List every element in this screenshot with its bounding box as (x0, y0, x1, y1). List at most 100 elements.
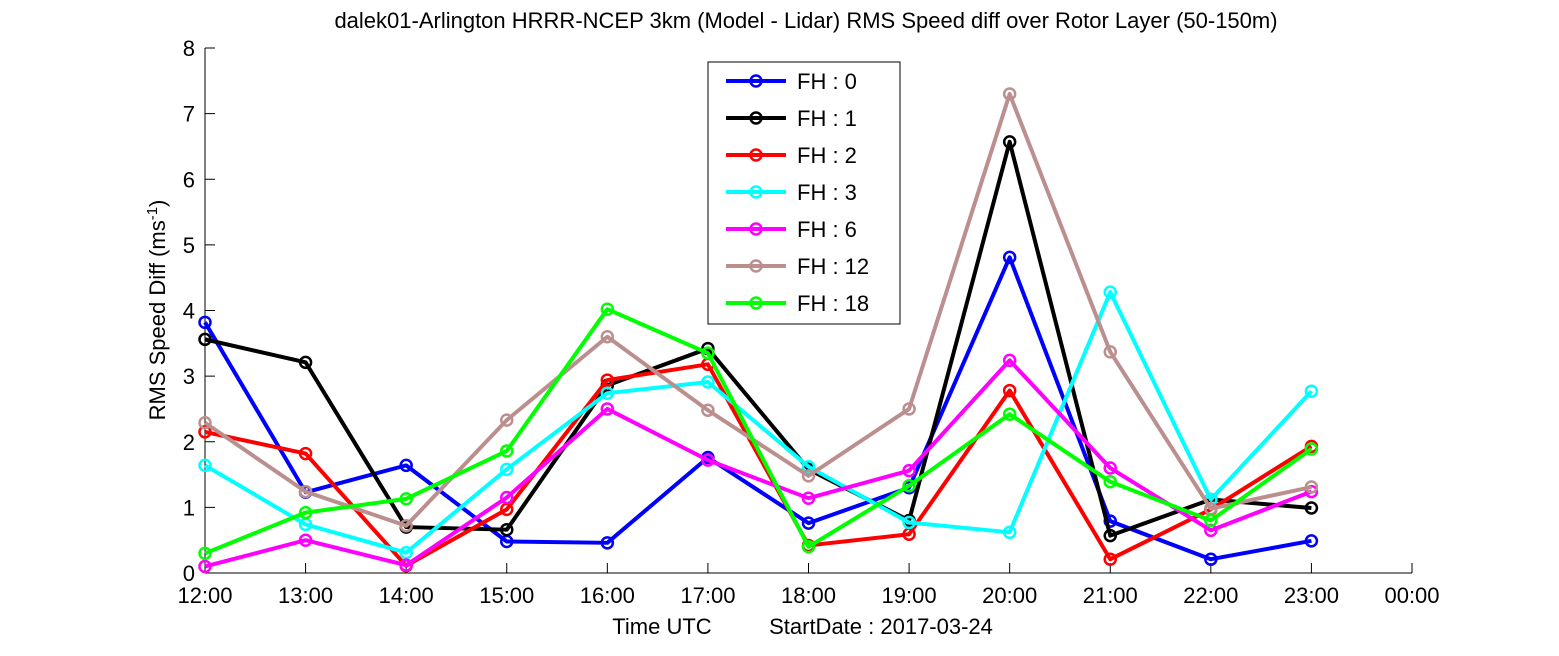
x-tick-label: 14:00 (379, 583, 434, 608)
data-point (600, 330, 615, 344)
data-point (298, 446, 313, 461)
data-point (902, 402, 916, 416)
x-axis-label-startdate: StartDate : 2017-03-24 (769, 614, 993, 639)
legend-marker (749, 222, 763, 236)
x-tick-label: 16:00 (580, 583, 635, 608)
x-tick-label: 23:00 (1284, 583, 1339, 608)
data-point (399, 492, 413, 506)
data-point (1304, 534, 1319, 548)
y-tick-label: 4 (183, 299, 195, 324)
legend-label: FH : 0 (797, 69, 857, 94)
data-point (500, 413, 514, 427)
legend-label: FH : 12 (797, 254, 869, 279)
data-point (198, 458, 212, 473)
data-point (1103, 345, 1117, 359)
data-point (600, 386, 615, 400)
y-tick-label: 5 (183, 233, 195, 258)
data-point (1103, 552, 1117, 566)
data-point (1204, 552, 1218, 566)
data-point (500, 444, 514, 458)
data-point (399, 558, 413, 572)
data-point (198, 559, 212, 574)
legend: FH : 0 FH : 1 FH : 2 FH : 3 FH : 6 FH : 12 FH … (707, 61, 901, 325)
data-point (500, 522, 514, 537)
legend-label: FH : 2 (797, 143, 857, 168)
series-fh-3 (198, 285, 1319, 560)
series-line (204, 358, 1313, 569)
legend-label: FH : 3 (797, 180, 857, 205)
data-point (198, 315, 212, 330)
x-tick-label: 22:00 (1183, 583, 1238, 608)
data-point (902, 515, 916, 530)
series-line (203, 290, 1313, 555)
x-tick-label: 13:00 (278, 583, 333, 608)
data-point (1304, 501, 1319, 515)
data-point (600, 373, 615, 387)
series-fh-12 (198, 87, 1319, 533)
data-point (1002, 525, 1017, 540)
chart-title: dalek01-Arlington HRRR-NCEP 3km (Model -… (334, 8, 1277, 33)
data-point (801, 540, 816, 554)
legend-item: FH : 2 (726, 143, 857, 168)
x-tick-label: 17:00 (680, 583, 735, 608)
data-point (1002, 407, 1017, 421)
data-point (298, 355, 313, 370)
data-point (701, 403, 715, 417)
data-point (1304, 484, 1319, 499)
data-point (902, 463, 916, 478)
data-point (198, 415, 212, 430)
series-fh-18 (198, 302, 1319, 561)
data-point (399, 458, 413, 473)
y-tick-label: 1 (183, 495, 195, 520)
data-point (600, 536, 615, 550)
legend-label: FH : 18 (797, 291, 869, 316)
data-point (298, 533, 313, 547)
data-point (1103, 285, 1117, 299)
series-line (203, 91, 1312, 528)
series-line (204, 307, 1313, 556)
y-axis-label: RMS Speed Diff (ms-1) (144, 200, 170, 421)
x-tick-label: 00:00 (1384, 583, 1439, 608)
y-axis: 0 1 2 3 4 5 6 7 8 (183, 36, 215, 586)
legend-marker (749, 185, 763, 199)
legend-item: FH : 18 (726, 291, 869, 316)
data-point (1002, 383, 1017, 398)
data-point (1103, 475, 1117, 489)
data-point (801, 491, 816, 505)
y-tick-label: 3 (183, 364, 195, 389)
x-tick-label: 15:00 (479, 583, 534, 608)
legend-item: FH : 6 (726, 217, 857, 242)
data-point (1002, 87, 1017, 101)
data-point (600, 402, 615, 416)
x-tick-label: 21:00 (1083, 583, 1138, 608)
data-point (1103, 461, 1117, 475)
data-point (298, 505, 313, 520)
data-point (399, 545, 413, 560)
data-point (600, 302, 615, 316)
data-point (902, 478, 916, 493)
legend-marker (749, 296, 763, 310)
legend-marker (749, 259, 763, 273)
data-point (198, 425, 212, 439)
series-layer (198, 87, 1319, 574)
x-tick-label: 12:00 (177, 583, 232, 608)
data-point (1002, 135, 1017, 149)
data-point (198, 332, 212, 347)
data-point (1304, 480, 1319, 494)
data-point (1002, 353, 1017, 368)
data-point (198, 546, 212, 561)
x-tick-label: 19:00 (882, 583, 937, 608)
data-point (298, 484, 313, 499)
y-tick-label: 0 (183, 561, 195, 586)
legend-item: FH : 1 (726, 106, 857, 131)
y-tick-label: 6 (183, 167, 195, 192)
x-axis-label: Time UTC (612, 614, 712, 639)
legend-marker (749, 148, 763, 162)
data-point (701, 375, 715, 389)
data-point (1002, 250, 1017, 265)
data-point (801, 516, 816, 530)
data-point (701, 453, 715, 467)
data-point (801, 459, 816, 474)
data-point (1304, 442, 1319, 456)
x-tick-label: 20:00 (982, 583, 1037, 608)
